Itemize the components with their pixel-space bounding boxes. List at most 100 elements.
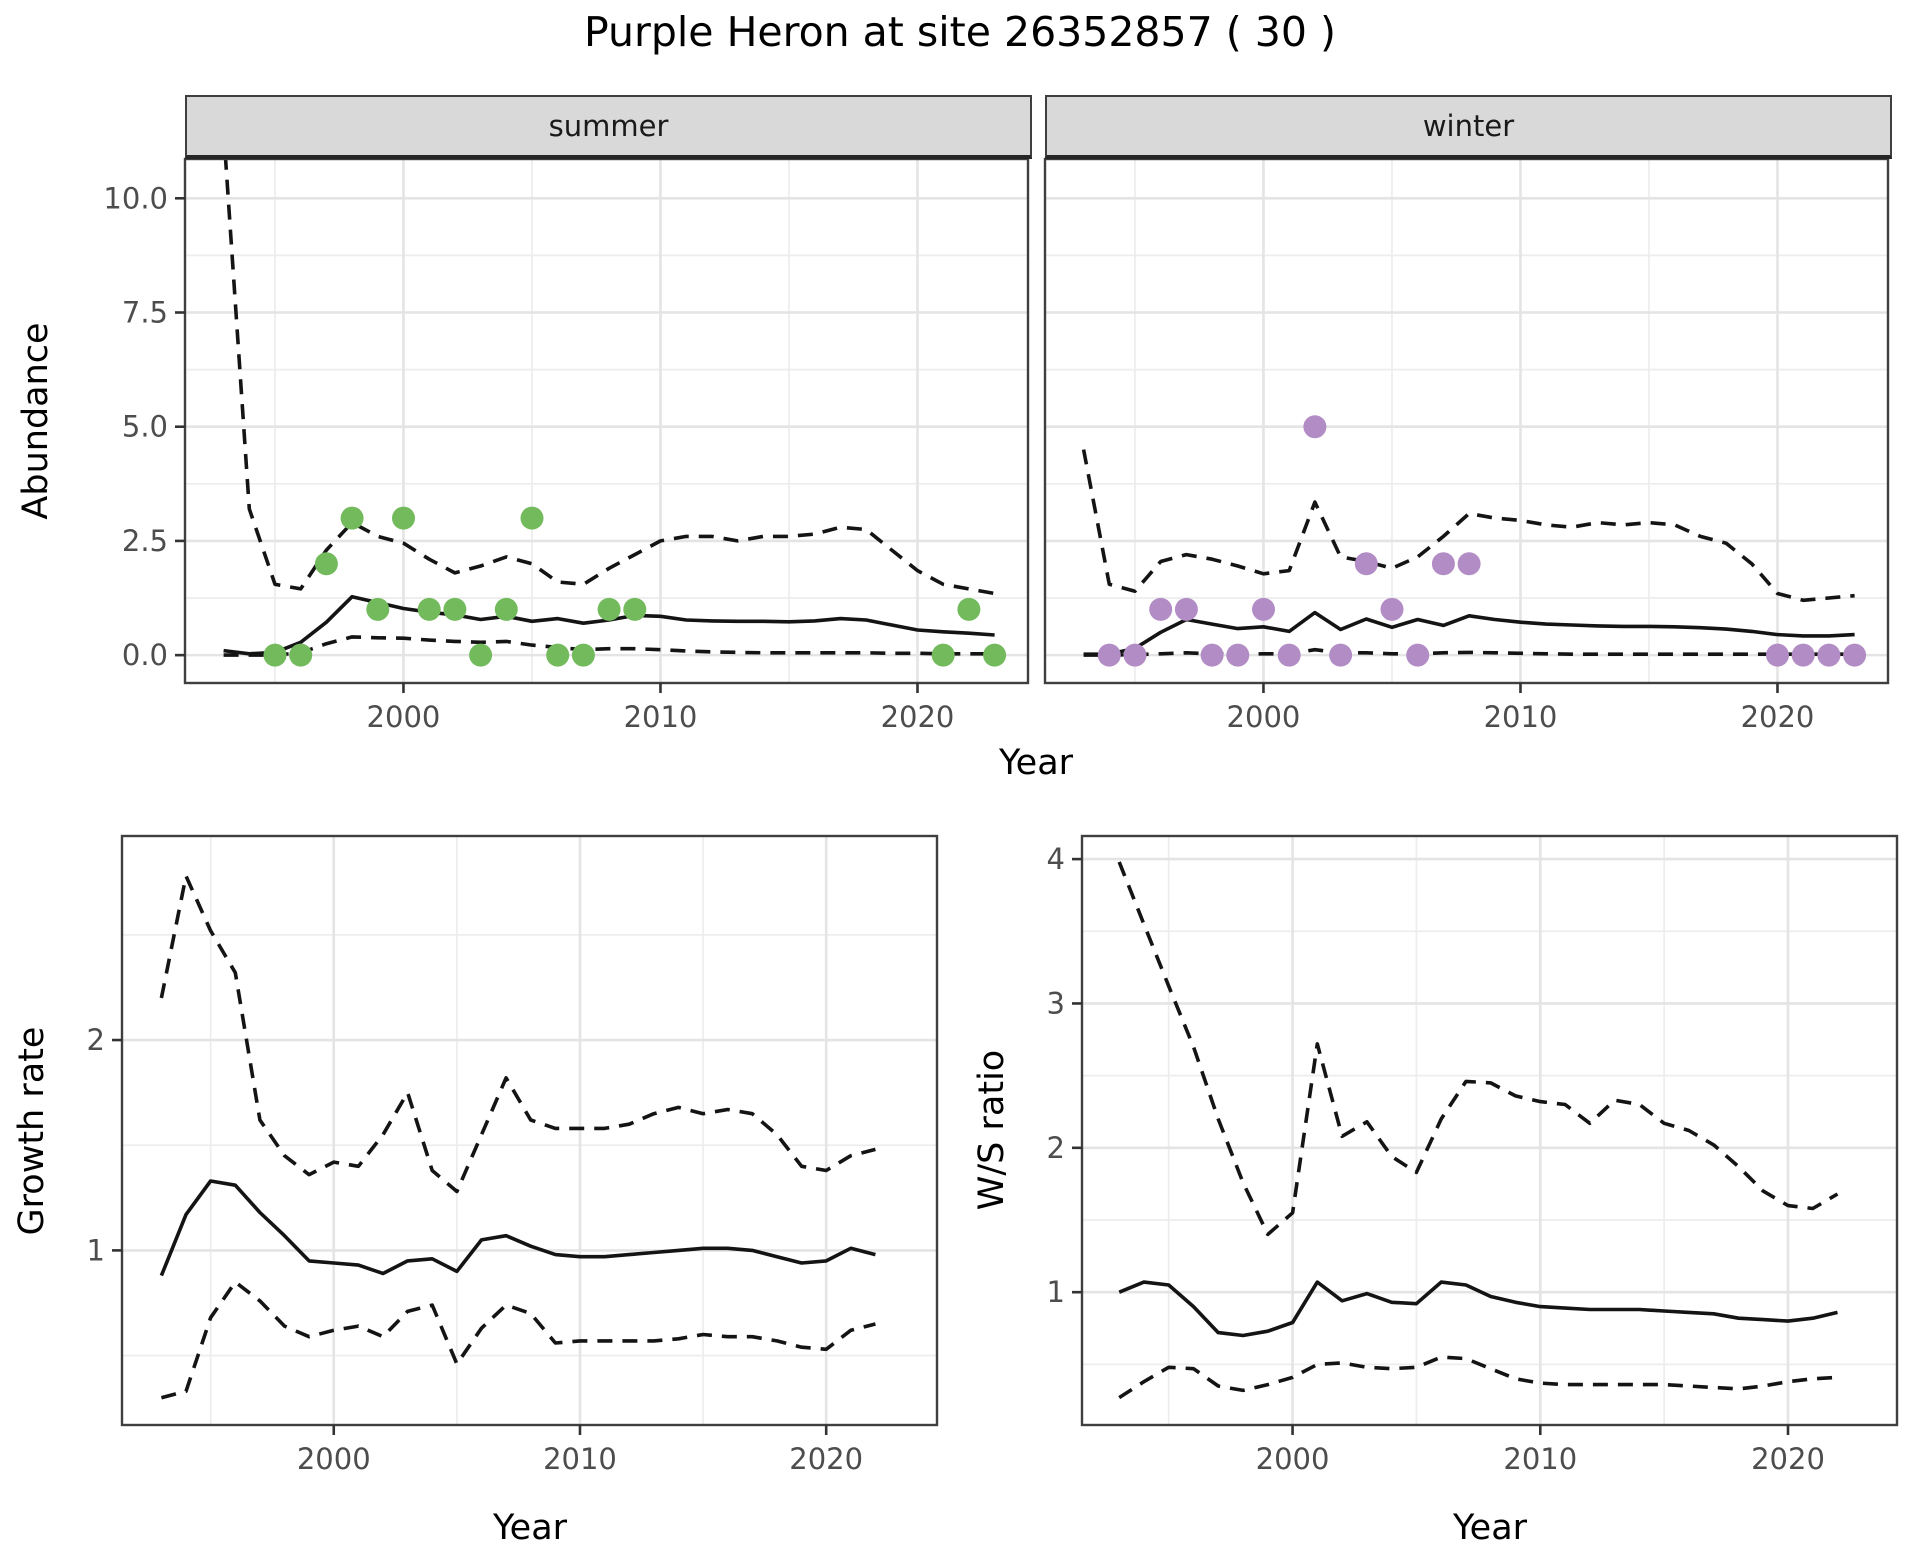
svg-text:7.5: 7.5 [122,295,168,329]
data-point [392,506,415,530]
facet-strip-summer-label: summer [548,109,669,143]
svg-text:2010: 2010 [1503,1442,1577,1476]
data-point [1431,552,1455,576]
panel-growth-rate-ci-line [159,874,876,1194]
svg-text:2020: 2020 [789,1442,863,1476]
data-point [314,552,338,576]
panel-abundance-winter-ci-line [1081,449,1855,603]
panel-abundance-summer-ci-line [223,635,995,657]
data-point [417,597,441,621]
panel-growth-rate-gridlines [122,836,937,1425]
svg-text:2: 2 [1047,1131,1065,1165]
data-point [931,643,955,667]
data-point [263,643,287,667]
facet-strip-summer: summer [185,95,1032,159]
data-point [1843,643,1867,667]
panel-ws-ratio-axis: 2000 2010 2020 1 2 3 4 [1047,842,1825,1476]
panel-growth-rate: 2000 2010 2020 1 2 [87,834,939,1476]
data-point [623,597,647,621]
panel-ws-ratio-series [1117,861,1839,1400]
data-point [957,597,981,621]
panel-abundance-winter-border [1043,157,1890,685]
panel-abundance-summer-border [183,157,1030,685]
data-point [520,506,544,530]
data-point [1766,643,1789,667]
panel-growth-rate-mean-line [159,1179,876,1277]
panel-ws-ratio-ci-line [1118,1355,1838,1400]
panel-abundance-winter-axis: 2000 2010 2020 [1227,683,1815,734]
panel-abundance-summer-gridlines [185,159,1028,683]
data-point [469,643,493,667]
data-point [366,597,390,621]
data-point [1226,643,1250,667]
y-axis-title-ws-ratio: W/S ratio [972,1049,1012,1211]
svg-text:2.5: 2.5 [122,524,168,558]
svg-text:2020: 2020 [1741,700,1815,734]
panel-abundance-winter-series [1081,415,1867,667]
svg-text:5.0: 5.0 [122,410,168,444]
data-point [1329,643,1353,667]
svg-text:1: 1 [1047,1275,1065,1309]
x-axis-title-year-growth: Year [492,1508,568,1548]
data-point [1277,643,1301,667]
data-point [1354,552,1378,576]
facet-strip-winter-label: winter [1422,109,1515,143]
data-point [983,643,1007,667]
data-point [1406,643,1430,667]
panel-abundance-winter-gridlines [1045,159,1888,683]
svg-text:0.0: 0.0 [122,638,168,672]
data-point [443,597,467,621]
data-point [1457,552,1481,576]
data-point [546,643,570,667]
panel-growth-rate-border [120,834,939,1427]
svg-text:4: 4 [1047,842,1065,876]
data-point [1380,597,1404,621]
svg-text:2010: 2010 [543,1442,617,1476]
svg-text:10.0: 10.0 [103,181,168,215]
panel-abundance-summer: 2000 2010 2020 0.0 2.5 5.0 7.5 10.0 [103,157,1030,734]
data-point [1303,415,1327,439]
svg-text:2: 2 [87,1023,105,1057]
data-point [1252,597,1275,621]
panel-abundance-winter-points [1097,415,1867,667]
data-point [1097,643,1121,667]
svg-text:2020: 2020 [881,700,955,734]
svg-text:3: 3 [1047,986,1065,1020]
panel-ws-ratio-mean-line [1118,1280,1838,1338]
panel-growth-rate-ci-line [160,1280,876,1400]
svg-text:2000: 2000 [297,1442,371,1476]
data-point [1200,643,1224,667]
data-point [571,643,595,667]
y-axis-title-growth-rate: Growth rate [12,1026,52,1236]
svg-text:2010: 2010 [624,700,698,734]
svg-text:2000: 2000 [367,700,441,734]
data-point [597,597,621,621]
data-point [494,597,518,621]
data-point [1791,643,1815,667]
panel-ws-ratio-ci-line [1117,861,1839,1237]
data-point [1149,597,1173,621]
svg-text:1: 1 [87,1233,105,1267]
svg-text:2020: 2020 [1751,1442,1825,1476]
panel-abundance-winter-mean-line [1083,610,1855,656]
panel-ws-ratio-border [1080,834,1899,1427]
y-axis-title-abundance: Abundance [16,322,56,520]
svg-text:2000: 2000 [1227,700,1301,734]
figure-title: Purple Heron at site 26352857 ( 30 ) [584,8,1336,56]
data-point [1817,643,1841,667]
panel-abundance-summer-ci-line [223,159,995,596]
panel-ws-ratio-gridlines [1082,836,1897,1425]
panel-abundance-summer-points [263,506,1007,667]
panel-ws-ratio: 2000 2010 2020 1 2 3 4 [1047,834,1899,1476]
panel-abundance-summer-axis: 2000 2010 2020 0.0 2.5 5.0 7.5 10.0 [103,181,954,734]
data-point [1174,597,1198,621]
data-point [340,506,364,530]
x-axis-title-year-ws: Year [1452,1508,1528,1548]
svg-text:2000: 2000 [1256,1442,1330,1476]
panel-abundance-winter: 2000 2010 2020 [1043,157,1890,734]
facet-strip-winter: winter [1045,95,1892,159]
panel-growth-rate-axis: 2000 2010 2020 1 2 [87,1023,864,1476]
data-point [289,643,313,667]
